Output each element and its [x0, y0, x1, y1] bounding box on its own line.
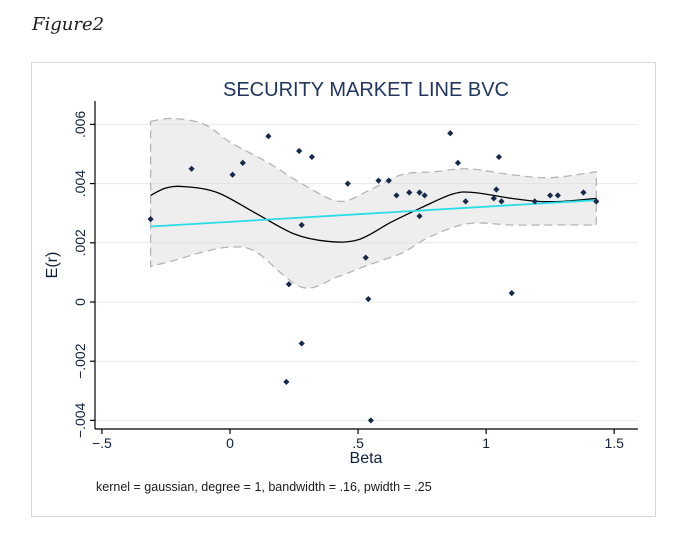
scatter-point	[498, 198, 505, 205]
scatter-point	[421, 192, 428, 199]
x-axis-label: Beta	[350, 450, 383, 467]
scatter-point	[283, 378, 290, 386]
series-layer	[147, 117, 600, 424]
scatter-point	[298, 221, 305, 229]
y-tick-label: .006	[72, 111, 88, 138]
scatter-point	[285, 281, 292, 288]
scatter-point	[593, 198, 600, 205]
x-tick-label: .5	[352, 435, 364, 451]
y-tick-label: .002	[72, 229, 88, 256]
ci-band	[149, 117, 597, 289]
linear-fit-line	[150, 199, 597, 228]
chart-svg: .006 .004 .002 0 −.002 −.004−.5 0 .5 1 1.5 SECURI…	[44, 79, 638, 494]
scatter-point	[308, 153, 316, 161]
scatter-point	[531, 198, 538, 205]
scatter-point	[188, 165, 195, 172]
scatter-point	[239, 159, 246, 166]
chart-footnote: kernel = gaussian, degree = 1, bandwidth…	[96, 480, 432, 494]
scatter-point	[375, 177, 382, 184]
scatter-point	[508, 290, 515, 297]
x-tick-label: −.5	[92, 435, 112, 451]
y-axis-label: E(r)	[44, 252, 61, 279]
scatter-point	[493, 186, 500, 193]
x-tick-label: 1.5	[604, 435, 624, 451]
scatter-point	[580, 189, 587, 196]
scatter-point	[393, 192, 400, 199]
scatter-point	[462, 198, 469, 205]
scatter-point	[385, 177, 392, 184]
figure-label: Figure2	[32, 14, 105, 35]
scatter-point	[447, 130, 454, 137]
scatter-point	[490, 195, 497, 202]
x-tick-label: 1	[482, 435, 490, 451]
y-tick-label: −.002	[72, 343, 88, 379]
smooth-line	[150, 185, 597, 243]
scatter-point	[416, 213, 423, 220]
scatter-point	[554, 192, 561, 199]
scatter-point	[416, 189, 423, 196]
scatter-point	[406, 189, 413, 196]
chart-card: .006 .004 .002 0 −.002 −.004 −.5 0 .5 1 1.5 SECURI…	[31, 62, 656, 517]
scatter-point	[298, 340, 305, 347]
y-tick-label: .004	[72, 170, 88, 197]
scatter-point	[296, 147, 303, 155]
scatter-point	[362, 254, 369, 261]
scatter-point	[229, 171, 236, 178]
scatter-point	[265, 133, 272, 140]
scatter-point	[365, 295, 372, 303]
scatter-point	[547, 192, 554, 199]
scatter-point	[367, 417, 374, 424]
x-tick-label: 0	[226, 435, 234, 451]
scatter-point	[454, 159, 462, 166]
y-tick-label: 0	[72, 298, 88, 306]
scatter-point	[147, 216, 154, 223]
scatter-point	[344, 180, 351, 187]
scatter-point	[495, 153, 503, 161]
chart-title: SECURITY MARKET LINE BVC	[223, 79, 509, 101]
y-tick-label: −.004	[72, 402, 88, 438]
axes-layer: .006 .004 .002 0 −.002 −.004−.5 0 .5 1 1.5	[72, 101, 638, 451]
